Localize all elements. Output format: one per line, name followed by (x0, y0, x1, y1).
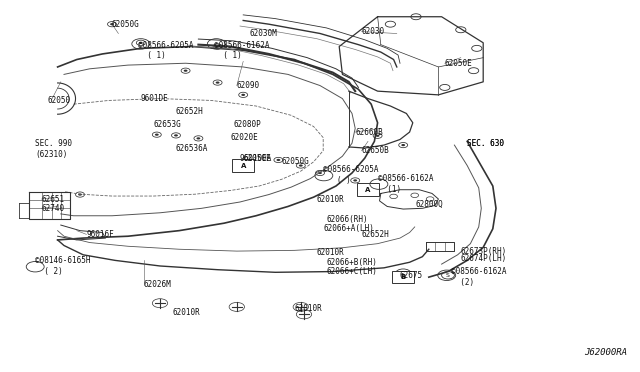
Text: 62030: 62030 (362, 27, 385, 36)
Circle shape (174, 134, 178, 137)
Circle shape (241, 94, 245, 96)
Text: 62675: 62675 (400, 271, 423, 280)
Text: S: S (446, 273, 450, 278)
Text: 62660B: 62660B (355, 128, 383, 137)
Text: 62010R: 62010R (294, 304, 322, 313)
Circle shape (110, 23, 114, 25)
Circle shape (299, 164, 303, 167)
Text: SEC. 630: SEC. 630 (467, 139, 504, 148)
Text: A: A (241, 163, 246, 169)
Text: 62020E: 62020E (230, 133, 258, 142)
Circle shape (353, 179, 357, 182)
Text: 96016F: 96016F (86, 230, 114, 239)
FancyBboxPatch shape (232, 159, 254, 172)
FancyBboxPatch shape (357, 183, 379, 196)
Text: 62050E: 62050E (445, 59, 472, 68)
Text: 62740: 62740 (42, 204, 65, 213)
Text: A: A (365, 187, 371, 193)
Text: 62066+C(LH): 62066+C(LH) (326, 267, 377, 276)
Text: 62651: 62651 (42, 195, 65, 203)
Text: 62010R: 62010R (317, 248, 344, 257)
Text: 62050E: 62050E (243, 154, 271, 163)
Text: 62026M: 62026M (144, 280, 172, 289)
Circle shape (196, 137, 200, 140)
Text: 62653G: 62653G (154, 120, 181, 129)
Circle shape (318, 172, 322, 174)
Circle shape (276, 159, 280, 161)
Text: 62050G: 62050G (112, 20, 140, 29)
Text: 62080P: 62080P (234, 120, 261, 129)
Text: 62010R: 62010R (173, 308, 200, 317)
Text: 62652H: 62652H (176, 107, 204, 116)
Text: 62090: 62090 (237, 81, 260, 90)
Text: ©08566-6205A
  ( 1): ©08566-6205A ( 1) (138, 41, 193, 60)
Circle shape (78, 193, 82, 196)
Text: ©08566-6205A
   ( ): ©08566-6205A ( ) (323, 165, 379, 185)
Text: ©08566-6162A
  ( 1): ©08566-6162A ( 1) (214, 41, 270, 60)
Circle shape (376, 135, 380, 137)
Text: 626536A: 626536A (176, 144, 209, 153)
Circle shape (216, 81, 220, 84)
Text: 62800Q: 62800Q (416, 200, 444, 209)
Text: 62066+B(RH): 62066+B(RH) (326, 258, 377, 267)
Text: 96010EA: 96010EA (240, 154, 273, 163)
Text: 62066(RH): 62066(RH) (326, 215, 368, 224)
Text: 62652H: 62652H (362, 230, 389, 239)
Text: 9601DE: 9601DE (141, 94, 168, 103)
Text: B: B (401, 274, 406, 280)
Text: ©08566-6162A
  (1): ©08566-6162A (1) (378, 174, 433, 194)
Text: 62050: 62050 (48, 96, 71, 105)
Text: 62050G: 62050G (282, 157, 309, 166)
Circle shape (139, 42, 143, 44)
Text: 62010R: 62010R (317, 195, 344, 203)
Text: 62030M: 62030M (250, 29, 277, 38)
Circle shape (155, 134, 159, 136)
Text: ©08146-6165H
  ( 2): ©08146-6165H ( 2) (35, 256, 91, 276)
FancyBboxPatch shape (392, 271, 414, 283)
Text: 62674P(LH): 62674P(LH) (461, 254, 507, 263)
Circle shape (184, 70, 188, 72)
Text: SEC. 630: SEC. 630 (467, 139, 504, 148)
Circle shape (401, 144, 405, 146)
Text: 62066+A(LH): 62066+A(LH) (323, 224, 374, 233)
Text: ©08566-6162A
  (2): ©08566-6162A (2) (451, 267, 507, 287)
Text: 62650B: 62650B (362, 146, 389, 155)
Circle shape (216, 45, 220, 48)
Text: SEC. 990
(62310): SEC. 990 (62310) (35, 139, 72, 158)
Text: 62673P(RH): 62673P(RH) (461, 247, 507, 256)
Text: J62000RA: J62000RA (584, 348, 627, 357)
